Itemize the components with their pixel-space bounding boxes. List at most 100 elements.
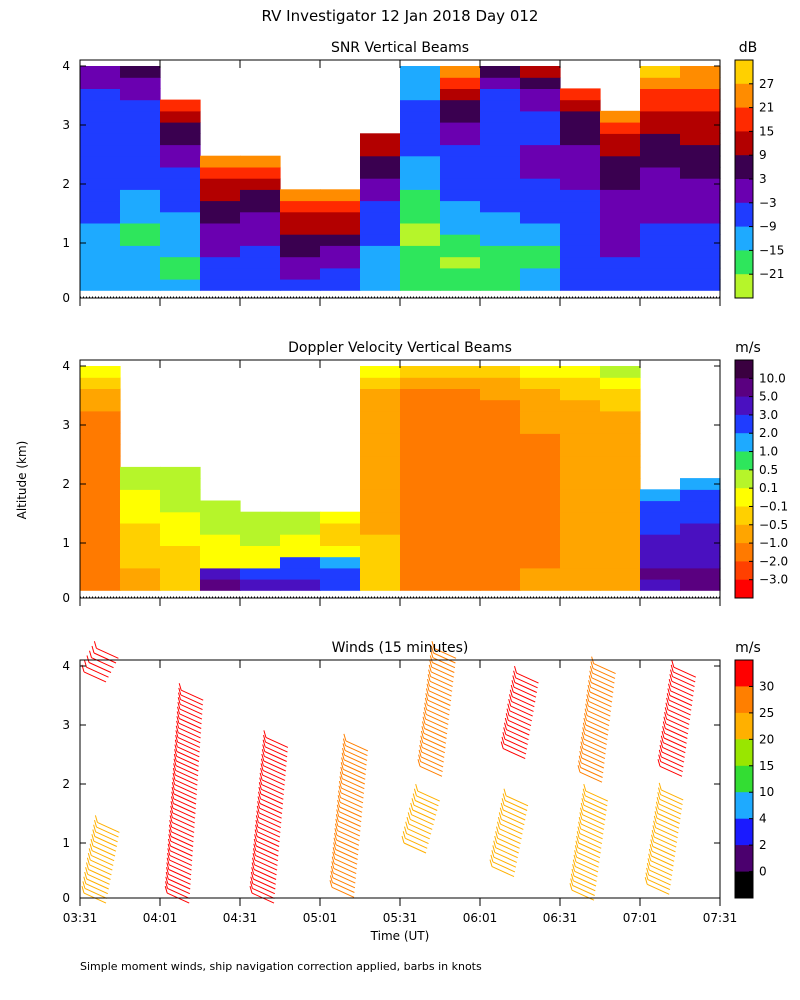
heatmap-cell (560, 579, 601, 591)
wind-barb (492, 861, 516, 873)
wind-barb (170, 836, 194, 847)
heatmap-cell (120, 200, 161, 213)
wind-profile (249, 730, 289, 904)
colorbar-swatch (735, 131, 753, 156)
wind-barb-flag (576, 835, 580, 844)
wind-barb-flag (251, 867, 255, 875)
wind-barb-flag (418, 749, 422, 758)
wind-barb-flag (579, 750, 583, 759)
heatmap-cell (600, 567, 641, 580)
wind-barb (574, 870, 597, 882)
wind-barb-flag (89, 843, 93, 851)
heatmap-cell (280, 211, 321, 224)
x-tick-label: 05:01 (303, 911, 338, 925)
colorbar-swatch (735, 845, 753, 872)
wind-barb (96, 647, 119, 659)
heatmap-cell (640, 245, 681, 258)
heatmap-cell (480, 433, 521, 446)
wind-barb-flag (670, 669, 673, 677)
wind-barb (406, 833, 429, 845)
heatmap-cell (680, 489, 721, 502)
heatmap-cell (120, 144, 161, 157)
heatmap-cell (120, 256, 161, 269)
heatmap-cell (520, 234, 561, 246)
wind-profile (577, 656, 616, 783)
wind-barb (176, 755, 199, 767)
wind-barb (495, 847, 518, 859)
winds-axes: 0 1 2 3 4 (62, 659, 721, 906)
wind-barb-flag (666, 693, 670, 701)
heatmap-cell (680, 178, 721, 190)
heatmap-cell (80, 189, 121, 202)
wind-barb (169, 854, 193, 866)
heatmap-cell (440, 478, 481, 490)
wind-barb (494, 851, 518, 863)
heatmap-cell (120, 245, 161, 258)
wind-barb-flag (83, 876, 87, 884)
wind-barb (170, 845, 193, 857)
heatmap-cell (520, 366, 561, 378)
heatmap-cell (480, 478, 521, 490)
colorbar-swatch (735, 451, 753, 471)
heatmap-cell (120, 234, 161, 246)
heatmap-cell (440, 388, 481, 401)
wind-barb-flag (333, 842, 337, 850)
y-tick-label: 0 (62, 891, 70, 905)
colorbar-swatch (735, 660, 753, 687)
wind-barb (586, 719, 609, 731)
wind-barb (661, 751, 685, 763)
heatmap-cell (440, 567, 481, 580)
wind-barb-flag (651, 829, 655, 838)
heatmap-cell (560, 556, 601, 569)
wind-barb (582, 809, 606, 821)
heatmap-cell (560, 399, 601, 412)
wind-barb-flag (652, 825, 656, 833)
heatmap-cell (640, 200, 681, 213)
heatmap-cell (80, 489, 121, 502)
heatmap-cell (280, 234, 321, 246)
wind-barb (252, 883, 276, 895)
heatmap-cell (360, 200, 401, 213)
wind-barb-flag (402, 831, 406, 839)
heatmap-cell (400, 478, 441, 490)
wind-barb (583, 738, 607, 750)
wind-barb-flag (586, 694, 590, 702)
heatmap-cell (560, 534, 601, 546)
heatmap-cell (400, 155, 441, 168)
heatmap-cell (200, 256, 241, 269)
wind-barb (416, 795, 439, 807)
wind-barb (590, 686, 613, 698)
wind-barb (335, 844, 359, 856)
heatmap-cell (400, 211, 441, 224)
heatmap-cell (520, 99, 561, 112)
wind-barb-flag (665, 702, 669, 710)
heatmap-cell (600, 399, 641, 412)
heatmap-cell (440, 122, 481, 134)
wind-barb (420, 756, 444, 768)
heatmap-cell (80, 579, 121, 591)
heatmap-cell (80, 500, 121, 513)
heatmap-cell (480, 489, 521, 502)
wind-barb (591, 677, 615, 689)
colorbar-swatch (735, 506, 753, 526)
heatmap-cell (600, 534, 641, 546)
wind-barb-flag (428, 669, 432, 677)
wind-barb-flag (407, 812, 411, 820)
heatmap-cell (120, 211, 161, 224)
wind-barb (92, 845, 116, 857)
wind-barb-flag (343, 733, 347, 742)
heatmap-cell (200, 189, 241, 202)
heatmap-cell (160, 99, 201, 112)
wind-barb (172, 812, 195, 824)
wind-barb-flag (252, 852, 256, 861)
wind-barb-flag (176, 720, 180, 729)
heatmap-cell (600, 122, 641, 134)
wind-barb (258, 821, 281, 833)
heatmap-cell (680, 122, 721, 134)
wind-barb (336, 839, 359, 851)
x-tick-label: 05:31 (383, 911, 418, 925)
heatmap-cell (360, 133, 401, 146)
heatmap-cell (520, 433, 561, 446)
x-tick-label: 06:01 (463, 911, 498, 925)
